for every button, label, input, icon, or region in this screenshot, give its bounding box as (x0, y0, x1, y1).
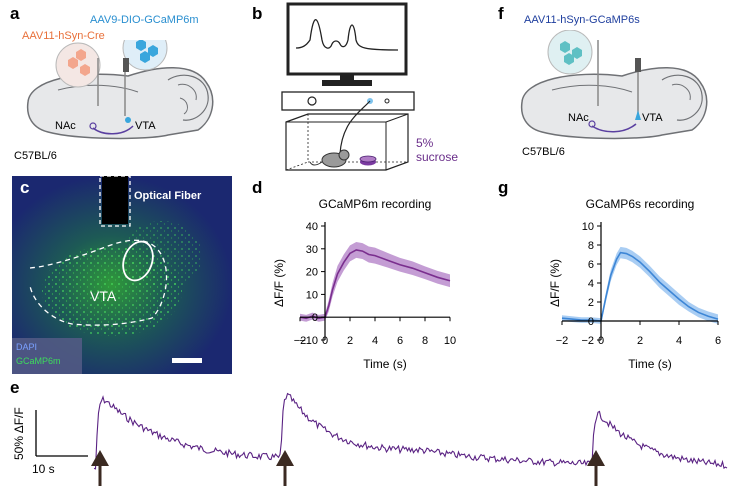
region-vta-f: VTA (642, 112, 663, 124)
panel-label-b: b (252, 4, 263, 23)
panel-label-a: a (10, 4, 20, 23)
x-axis-label: Time (s) (628, 357, 672, 371)
region-nac-a: NAc (55, 120, 76, 132)
y-tick-label: 8 (588, 240, 594, 252)
panel-label-e: e (10, 378, 20, 397)
panel-label-c: c (20, 178, 30, 197)
chart-g: GCaMP6s recording −2 0 2 4 6 8 10 −2 0 2 4 6 Time (s)… (548, 197, 721, 371)
panel-label-g: g (498, 178, 509, 197)
x-tick-label: 4 (676, 335, 682, 347)
behavior-setup-schematic (281, 2, 415, 171)
legend-dapi: DAPI (16, 342, 38, 352)
x-tick-label: −2 (556, 335, 569, 347)
y-tick-label: 40 (306, 221, 318, 233)
x-tick-label: 2 (347, 335, 353, 347)
panel-label-f: f (498, 4, 504, 23)
x-tick-label: 6 (715, 335, 721, 347)
panel-label-d: d (252, 178, 263, 197)
mean-line (561, 251, 719, 322)
y-tick-label: 30 (306, 244, 318, 256)
y-axis-label: ΔF/F (%) (272, 259, 286, 307)
x-axis-label: Time (s) (363, 357, 407, 371)
y-tick-label: 0 (588, 316, 594, 328)
y-tick-label: 0 (312, 312, 318, 324)
reward-line1: 5% (416, 136, 434, 150)
x-tick-label: 8 (422, 335, 428, 347)
chart-d: GCaMP6m recording −10 0 10 20 30 40 −2 0 2 4 6 8 10 Ti… (272, 197, 456, 371)
sem-band (562, 246, 718, 324)
long-trace-figure (35, 392, 728, 486)
legend-box (12, 338, 82, 374)
scale-x-label: 10 s (32, 462, 55, 476)
virus-label-f: AAV11-hSyn-GCaMP6s (524, 14, 640, 26)
region-vta-a: VTA (135, 120, 156, 132)
strain-label-a: C57BL/6 (14, 150, 57, 162)
chart-title: GCaMP6m recording (319, 197, 432, 211)
legend-gcamp: GCaMP6m (16, 356, 61, 366)
chart-title: GCaMP6s recording (586, 197, 695, 211)
reward-line2: sucrose (416, 150, 459, 164)
y-tick-label: 6 (588, 259, 594, 271)
y-tick-label: −10 (299, 335, 318, 347)
x-tick-label: 2 (637, 335, 643, 347)
strain-label-f: C57BL/6 (522, 146, 565, 158)
x-tick-label: 0 (598, 335, 604, 347)
mean-line (299, 249, 451, 320)
y-tick-label: 10 (306, 289, 318, 301)
sem-band (300, 241, 450, 322)
brain-schematic-a (26, 40, 214, 140)
calcium-trace (93, 392, 728, 470)
x-tick-label: 0 (322, 335, 328, 347)
virus1-label: AAV11-hSyn-Cre (22, 30, 105, 42)
y-tick-label: 10 (582, 221, 594, 233)
x-tick-label: 10 (444, 335, 456, 347)
y-tick-label: 20 (306, 267, 318, 279)
x-tick-label: 4 (372, 335, 378, 347)
y-tick-label: 2 (588, 297, 594, 309)
x-tick-label: −2 (294, 335, 307, 347)
vta-image-label: VTA (90, 288, 117, 304)
y-tick-label: 4 (588, 278, 594, 290)
virus2-label: AAV9-DIO-GCaMP6m (90, 14, 199, 26)
scale-y-label: 50% ΔF/F (12, 407, 26, 460)
x-tick-label: 6 (397, 335, 403, 347)
y-tick-label: −2 (581, 335, 594, 347)
brain-schematic-f (520, 30, 708, 140)
fiber-label: Optical Fiber (134, 190, 202, 202)
region-nac-f: NAc (568, 112, 589, 124)
y-axis-label: ΔF/F (%) (548, 259, 562, 307)
